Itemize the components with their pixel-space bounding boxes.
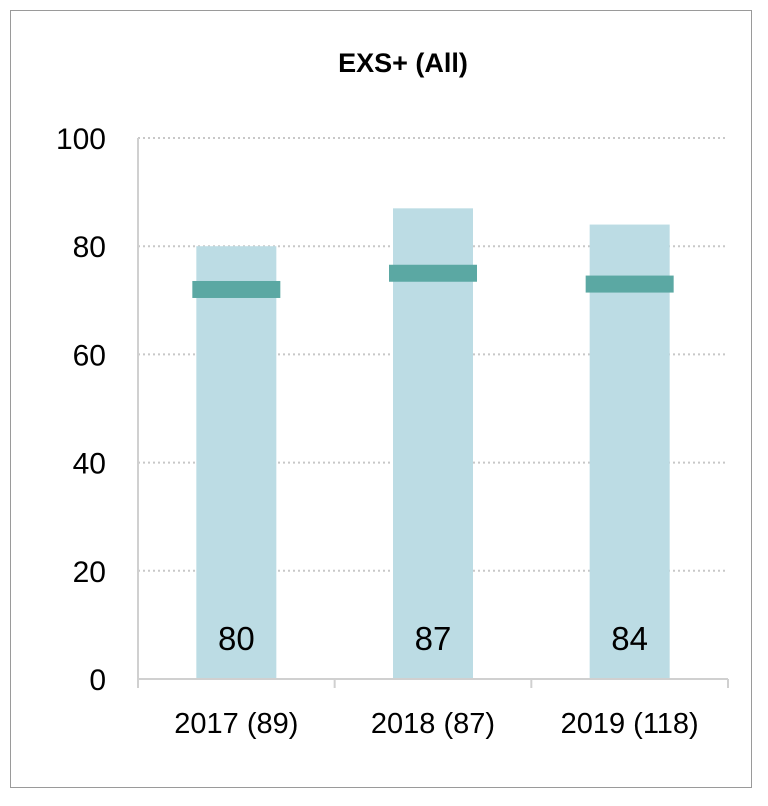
- y-tick-label-100: 100: [56, 123, 106, 156]
- y-tick-label-0: 0: [89, 664, 106, 697]
- bar-2: [393, 208, 473, 679]
- y-tick-label-20: 20: [73, 556, 106, 589]
- bar-3: [589, 224, 670, 679]
- y-tick-label-80: 80: [73, 231, 106, 264]
- x-tick-label-1: 2017 (89): [174, 708, 298, 740]
- data-label-1: 80: [218, 620, 255, 657]
- data-label-2: 87: [415, 620, 452, 657]
- marker-1: [192, 280, 281, 298]
- x-tick-label-3: 2019 (118): [561, 708, 699, 740]
- y-tick-label-60: 60: [73, 339, 106, 372]
- marker-3: [585, 275, 674, 293]
- bar-1: [196, 246, 277, 679]
- x-tick-label-2: 2018 (87): [371, 708, 495, 740]
- chart-title: EXS+ (All): [338, 48, 468, 78]
- marker-2: [389, 264, 477, 282]
- y-tick-label-40: 40: [73, 448, 106, 481]
- data-label-3: 84: [611, 620, 648, 657]
